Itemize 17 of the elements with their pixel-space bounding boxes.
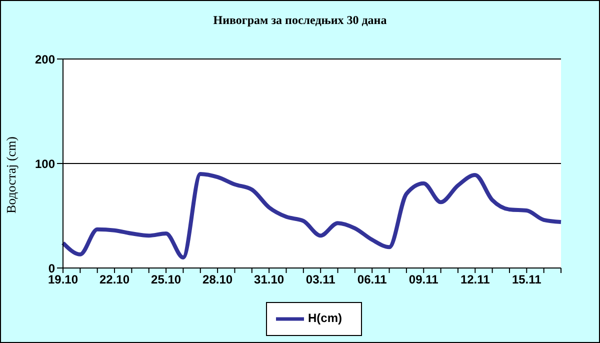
x-tick-label: 19.10 [48, 272, 78, 287]
x-tick-label: 15.11 [512, 272, 542, 287]
x-tick-label: 25.10 [151, 272, 182, 287]
y-tick-label: 100 [34, 156, 56, 171]
x-tick-label: 31.10 [254, 272, 284, 287]
y-tick-label: 200 [34, 52, 56, 66]
y-axis-title: Водостај (cm) [4, 136, 19, 214]
chart-title: Нивограм за последњих 30 дана [212, 13, 388, 28]
x-tick-label: 28.10 [202, 272, 233, 287]
x-tick-label: 22.10 [100, 272, 130, 287]
x-tick-label: 12.11 [460, 272, 490, 287]
y-tick-label: 0 [48, 261, 56, 276]
line-series [61, 172, 563, 260]
legend-label: H(cm) [308, 311, 342, 326]
x-tick-label: 09.11 [408, 272, 439, 287]
x-tick-label: 03.11 [306, 272, 336, 287]
x-tick-label: 06.11 [357, 272, 388, 287]
